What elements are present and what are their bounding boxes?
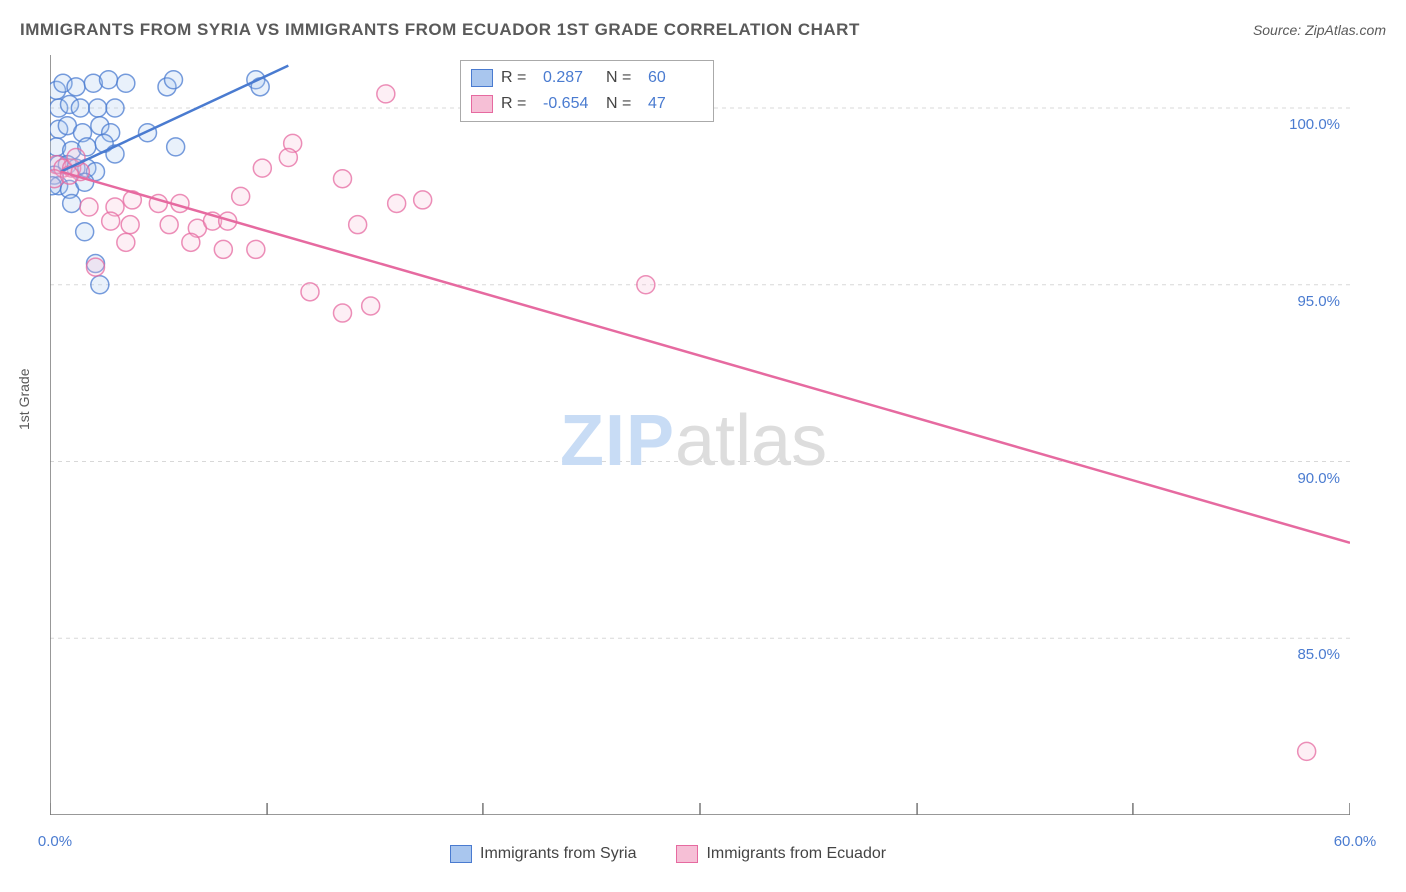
legend-swatch [471,69,493,87]
legend-n-value: 60 [648,65,703,91]
plot-area [50,55,1350,815]
legend-correlation-row: R = -0.654 N = 47 [471,91,703,117]
y-tick-label: 85.0% [1270,646,1340,663]
legend-n-label: N = [606,91,640,117]
legend-swatch [471,95,493,113]
x-tick-label: 60.0% [1325,833,1385,850]
legend-r-value: 0.287 [543,65,598,91]
x-tick-label: 0.0% [25,833,85,850]
chart-title: IMMIGRANTS FROM SYRIA VS IMMIGRANTS FROM… [20,20,860,40]
legend-correlation-row: R = 0.287 N = 60 [471,65,703,91]
source-attribution: Source: ZipAtlas.com [1253,22,1386,38]
legend-n-label: N = [606,65,640,91]
y-tick-label: 90.0% [1270,470,1340,487]
y-tick-label: 95.0% [1270,293,1340,310]
y-tick-label: 100.0% [1270,116,1340,133]
legend-swatch [450,845,472,863]
y-axis-label: 1st Grade [16,369,32,430]
legend-series-item: Immigrants from Ecuador [676,845,886,863]
legend-series-name: Immigrants from Syria [480,845,636,863]
legend-n-value: 47 [648,91,703,117]
legend-correlation: R = 0.287 N = 60 R = -0.654 N = 47 [460,60,714,122]
chart-svg [50,55,1350,815]
legend-series-name: Immigrants from Ecuador [706,845,886,863]
legend-r-label: R = [501,65,535,91]
legend-series-item: Immigrants from Syria [450,845,636,863]
legend-r-label: R = [501,91,535,117]
legend-series: Immigrants from Syria Immigrants from Ecu… [450,845,886,863]
legend-swatch [676,845,698,863]
legend-r-value: -0.654 [543,91,598,117]
